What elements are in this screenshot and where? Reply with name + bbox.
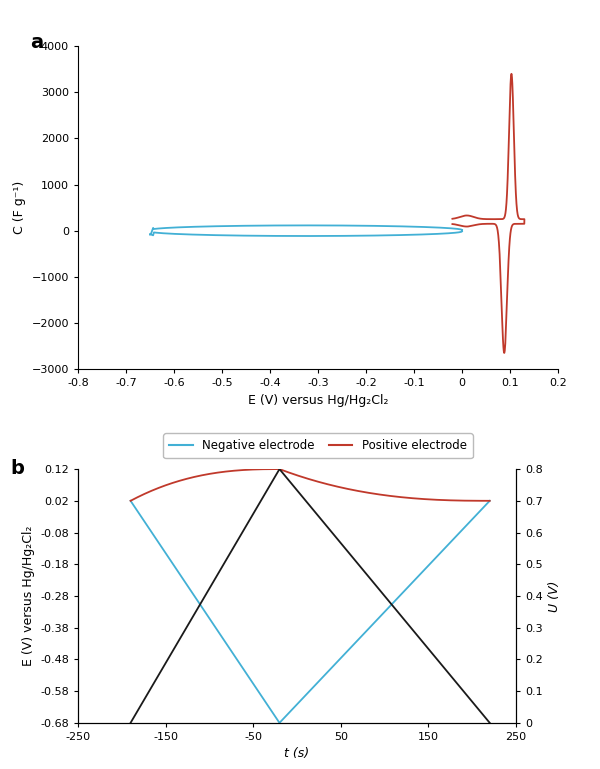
Text: a: a	[30, 33, 43, 52]
X-axis label: E (V) versus Hg/Hg₂Cl₂: E (V) versus Hg/Hg₂Cl₂	[248, 394, 388, 407]
Y-axis label: U (V): U (V)	[548, 581, 562, 611]
Y-axis label: E (V) versus Hg/Hg₂Cl₂: E (V) versus Hg/Hg₂Cl₂	[22, 526, 35, 666]
X-axis label: t (s): t (s)	[284, 747, 310, 761]
Legend: Negative electrode, Positive electrode: Negative electrode, Positive electrode	[163, 433, 473, 458]
Text: b: b	[10, 459, 24, 478]
Y-axis label: C (F g⁻¹): C (F g⁻¹)	[13, 181, 26, 235]
